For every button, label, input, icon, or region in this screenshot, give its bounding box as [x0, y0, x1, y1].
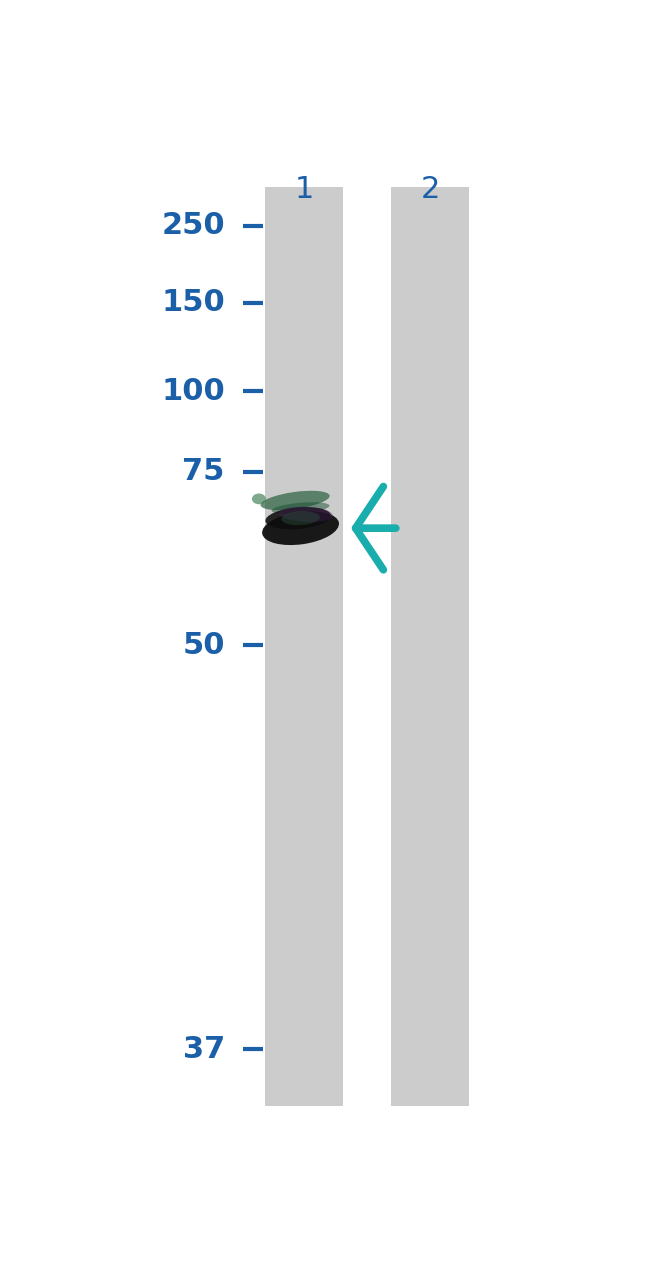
Text: 37: 37: [183, 1035, 225, 1064]
Ellipse shape: [281, 511, 320, 525]
Ellipse shape: [262, 512, 339, 545]
Ellipse shape: [265, 507, 331, 530]
Ellipse shape: [261, 490, 330, 511]
Ellipse shape: [252, 494, 266, 504]
Ellipse shape: [279, 507, 333, 522]
Bar: [265, 187, 343, 1106]
Text: 50: 50: [182, 631, 225, 659]
Text: 75: 75: [183, 457, 225, 486]
Text: 2: 2: [421, 175, 440, 204]
Text: 150: 150: [161, 288, 225, 318]
Text: 1: 1: [294, 175, 314, 204]
Ellipse shape: [272, 502, 330, 514]
Text: 250: 250: [161, 211, 225, 240]
Text: 100: 100: [161, 377, 225, 405]
Bar: [391, 187, 469, 1106]
